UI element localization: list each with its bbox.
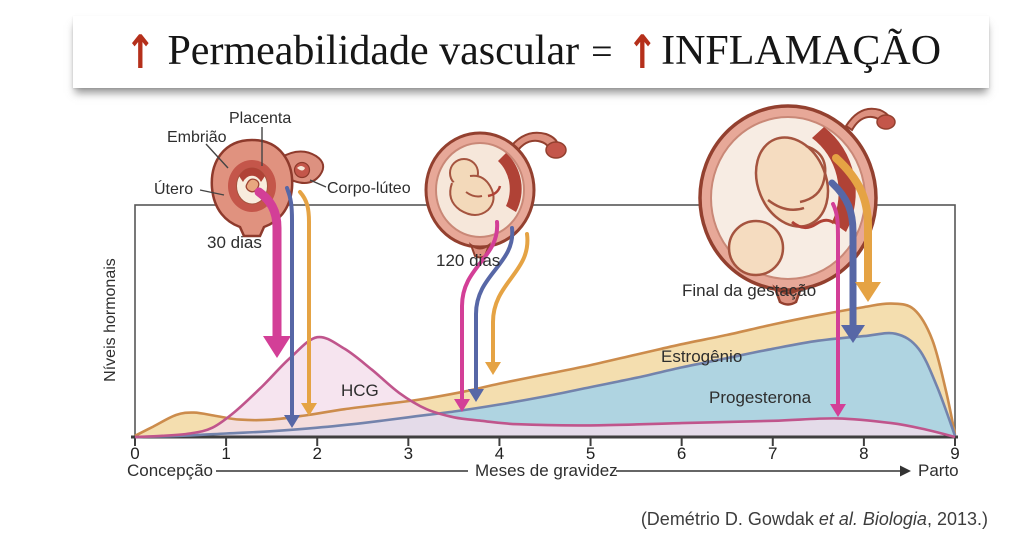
label-series-progesterona: Progesterona (709, 388, 812, 407)
x-tick-label: 6 (676, 444, 687, 463)
x-tick-label: 9 (950, 444, 960, 463)
arrowhead-icon (284, 415, 300, 428)
hcg-line (134, 335, 956, 439)
umbilical-cord-shape (791, 218, 835, 229)
x-tick-label: 5 (585, 444, 596, 463)
hcg-arrow-30-dias (254, 187, 291, 358)
x-tick-label: 8 (859, 444, 869, 463)
hcg-arrow-120-dias (454, 220, 500, 412)
y-axis-label: Níveis hormonais (102, 258, 119, 382)
label-stage-120-dias: 120 dias (436, 251, 501, 270)
fetus-head-shape (727, 219, 785, 277)
label-series-estrogenio: Estrogênio (661, 347, 743, 366)
timeline-arrowhead-icon (900, 465, 911, 477)
label-corpo-luteo: Corpo-lúteo (327, 180, 411, 197)
x-tick-label: 7 (768, 444, 778, 463)
progesterona-arrow-30-dias (284, 186, 300, 428)
citation-italic: et al. Biologia (818, 509, 927, 529)
arrowhead-icon (855, 282, 881, 302)
label-series-hcg: HCG (341, 381, 379, 400)
progesterona-area (135, 333, 955, 437)
hcg-area (135, 337, 955, 437)
arrowhead-icon (301, 403, 317, 416)
x-tick-label: 3 (403, 444, 414, 463)
x-tick-label: 4 (494, 444, 505, 463)
page-title: Permeabilidade vascular (167, 28, 580, 74)
uterus-full-term-illustration (698, 104, 896, 306)
hcg-arrow-final-gestacao (830, 202, 846, 417)
arrowhead-icon (830, 404, 846, 417)
label-placenta: Placenta (229, 110, 292, 127)
label-stage-final-gestacao: Final da gestação (682, 281, 817, 300)
arrowhead-icon (841, 325, 865, 343)
estrogênio-arrow-120-dias (485, 232, 530, 375)
title-equals: = (591, 31, 613, 73)
x-tick-label: 0 (130, 444, 140, 463)
increase-arrow-icon: ↑ (124, 25, 156, 79)
uterus-30-days-illustration (210, 138, 325, 238)
estrogênio-arrow-final-gestacao (832, 154, 881, 302)
x-axis-title: Meses de gravidez (475, 461, 618, 480)
uterus-120-days-illustration (424, 131, 567, 259)
citation-suffix: , 2013.) (926, 509, 988, 529)
arrowhead-icon (485, 362, 501, 375)
estrogenio-line (134, 302, 957, 437)
title-card: ↑ Permeabilidade vascular = ↑INFLAMAÇÃO (73, 16, 989, 88)
citation-prefix: (Demétrio D. Gowdak (640, 509, 819, 529)
label-embriao: Embrião (167, 129, 227, 146)
label-utero: Útero (154, 181, 194, 198)
increase-arrow-icon: ↑ (626, 25, 658, 79)
x-axis-annotation-right: Parto (918, 461, 959, 480)
x-tick-label: 2 (312, 444, 322, 463)
title-emphasis: INFLAMAÇÃO (661, 28, 942, 74)
progesterona-line (134, 331, 957, 439)
arrowhead-icon (263, 336, 291, 358)
progesterona-arrow-120-dias (468, 226, 515, 402)
progesterona-arrow-final-gestacao (828, 179, 865, 343)
axis-annotation-lines (216, 465, 911, 477)
label-leader-lines (199, 127, 327, 196)
hormone-arrows-layer (254, 154, 881, 428)
estrogênio-arrow-30-dias (298, 190, 317, 416)
label-stage-30-dias: 30 dias (207, 233, 262, 252)
hormone-curves-layer (131, 204, 958, 446)
x-axis-annotation-left: Concepção (127, 461, 214, 480)
placenta-shape (239, 167, 265, 182)
citation: (Demétrio D. Gowdak et al. Biologia, 201… (641, 509, 988, 530)
x-tick-label: 1 (221, 444, 231, 463)
arrowhead-icon (468, 389, 484, 402)
arrowhead-icon (454, 399, 470, 412)
